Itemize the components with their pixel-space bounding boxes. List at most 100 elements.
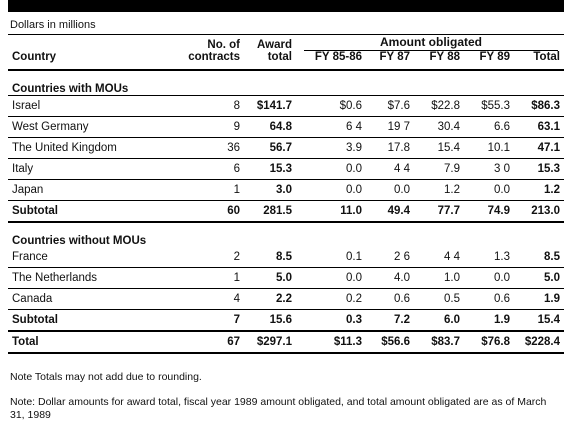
table-row: Italy 6 15.3 0.0 4 4 7.9 3 0 15.3 xyxy=(8,158,564,180)
fy88-cell: $22.8 xyxy=(414,95,464,117)
fy8586-cell: 0.0 xyxy=(296,267,366,289)
header-row-1: No. of Award Amount obligated xyxy=(8,35,564,51)
total-cell: 47.1 xyxy=(514,137,564,159)
fy87-subtotal-cell: 7.2 xyxy=(366,309,414,332)
award-cell: 15.3 xyxy=(244,158,296,180)
fy88-subtotal-cell: 6.0 xyxy=(414,309,464,332)
section-title: Countries without MOUs xyxy=(12,235,147,247)
country-cell: West Germany xyxy=(8,116,158,138)
fy8586-cell: 0.2 xyxy=(296,288,366,310)
fy87-cell: 17.8 xyxy=(366,137,414,159)
award-subtotal-cell: 281.5 xyxy=(244,200,296,223)
award-cell: 56.7 xyxy=(244,137,296,159)
contracts-table: No. of Award Amount obligated Country co… xyxy=(8,35,564,354)
fy8586-cell: 6 4 xyxy=(296,116,366,138)
rounding-note: Note Totals may not add due to rounding. xyxy=(10,371,202,383)
fy8586-cell: 3.9 xyxy=(296,137,366,159)
contracts-cell: 1 xyxy=(158,267,244,289)
fy88-cell: 7.9 xyxy=(414,158,464,180)
contracts-cell: 9 xyxy=(158,116,244,138)
header-fy87: FY 87 xyxy=(379,51,410,63)
fy88-cell: 15.4 xyxy=(414,137,464,159)
header-total: Total xyxy=(533,51,560,63)
fy89-cell: 10.1 xyxy=(464,137,514,159)
country-cell: Canada xyxy=(8,288,158,310)
total-cell: 15.3 xyxy=(514,158,564,180)
country-cell: France xyxy=(8,247,158,268)
total-total-cell: $228.4 xyxy=(514,330,564,354)
total-cell: 8.5 xyxy=(514,247,564,268)
total-label: Total xyxy=(8,330,158,354)
header-fy8586: FY 85-86 xyxy=(314,51,362,63)
contracts-cell: 6 xyxy=(158,158,244,180)
top-black-bar xyxy=(8,0,564,12)
units-label: Dollars in millions xyxy=(10,19,96,31)
table-row: The United Kingdom 36 56.7 3.9 17.8 15.4 10.1 4… xyxy=(8,137,564,159)
contracts-total-cell: 67 xyxy=(158,330,244,354)
total-cell: 5.0 xyxy=(514,267,564,289)
header-spacer xyxy=(8,35,158,51)
fy89-cell: $55.3 xyxy=(464,95,514,117)
table-row: West Germany 9 64.8 6 4 19 7 30.4 6.6 63.1 xyxy=(8,116,564,138)
fy88-cell: 0.5 xyxy=(414,288,464,310)
fy89-cell: 0.6 xyxy=(464,288,514,310)
award-cell: 5.0 xyxy=(244,267,296,289)
award-cell: $141.7 xyxy=(244,95,296,117)
fy87-cell: 2 6 xyxy=(366,247,414,268)
section-title: Countries with MOUs xyxy=(12,83,129,95)
contracts-cell: 1 xyxy=(158,179,244,201)
header-contracts-line1: No. of xyxy=(207,39,240,51)
table-row: Japan 1 3.0 0.0 0.0 1.2 0.0 1.2 xyxy=(8,179,564,201)
country-cell: Italy xyxy=(8,158,158,180)
contracts-subtotal-cell: 7 xyxy=(158,309,244,332)
fy8586-subtotal-cell: 0.3 xyxy=(296,309,366,332)
award-cell: 8.5 xyxy=(244,247,296,268)
header-amount-obligated: Amount obligated xyxy=(296,35,564,51)
header-fy89: FY 89 xyxy=(479,51,510,63)
table-row: Israel 8 $141.7 $0.6 $7.6 $22.8 $55.3 $86.3 xyxy=(8,95,564,117)
country-cell: The Netherlands xyxy=(8,267,158,289)
award-total-cell: $297.1 xyxy=(244,330,296,354)
fy8586-cell: 0.1 xyxy=(296,247,366,268)
header-top-rule xyxy=(8,34,564,35)
contracts-cell: 8 xyxy=(158,95,244,117)
total-cell: 1.9 xyxy=(514,288,564,310)
fy87-cell: 0.0 xyxy=(366,179,414,201)
award-subtotal-cell: 15.6 xyxy=(244,309,296,332)
total-subtotal-cell: 213.0 xyxy=(514,200,564,223)
fy89-subtotal-cell: 1.9 xyxy=(464,309,514,332)
fy8586-cell: 0.0 xyxy=(296,179,366,201)
total-cell: $86.3 xyxy=(514,95,564,117)
section-heading-row: Countries without MOUs xyxy=(8,222,564,247)
fy89-cell: 0.0 xyxy=(464,179,514,201)
total-cell: 1.2 xyxy=(514,179,564,201)
subtotal-row: Subtotal 7 15.6 0.3 7.2 6.0 1.9 15.4 xyxy=(8,309,564,332)
fy89-total-cell: $76.8 xyxy=(464,330,514,354)
award-cell: 2.2 xyxy=(244,288,296,310)
country-cell: Japan xyxy=(8,179,158,201)
award-cell: 3.0 xyxy=(244,179,296,201)
total-cell: 63.1 xyxy=(514,116,564,138)
fy88-cell: 4 4 xyxy=(414,247,464,268)
contracts-cell: 36 xyxy=(158,137,244,159)
fy8586-subtotal-cell: 11.0 xyxy=(296,200,366,223)
country-cell: Israel xyxy=(8,95,158,117)
fy87-cell: 4.0 xyxy=(366,267,414,289)
header-award-line1: Award xyxy=(257,39,292,51)
subtotal-label: Subtotal xyxy=(8,200,158,223)
total-subtotal-cell: 15.4 xyxy=(514,309,564,332)
header-contracts-line2: contracts xyxy=(188,51,240,63)
fy8586-total-cell: $11.3 xyxy=(296,330,366,354)
section-heading-row: Countries with MOUs xyxy=(8,70,564,96)
fy87-subtotal-cell: 49.4 xyxy=(366,200,414,223)
award-cell: 64.8 xyxy=(244,116,296,138)
header-row-2: Country contracts total FY 85-86 FY 87 F… xyxy=(8,51,564,70)
fy87-cell: 0.6 xyxy=(366,288,414,310)
fy88-total-cell: $83.7 xyxy=(414,330,464,354)
contracts-subtotal-cell: 60 xyxy=(158,200,244,223)
fy87-cell: 19 7 xyxy=(366,116,414,138)
fy88-cell: 1.2 xyxy=(414,179,464,201)
fy87-cell: 4 4 xyxy=(366,158,414,180)
fy89-cell: 0.0 xyxy=(464,267,514,289)
